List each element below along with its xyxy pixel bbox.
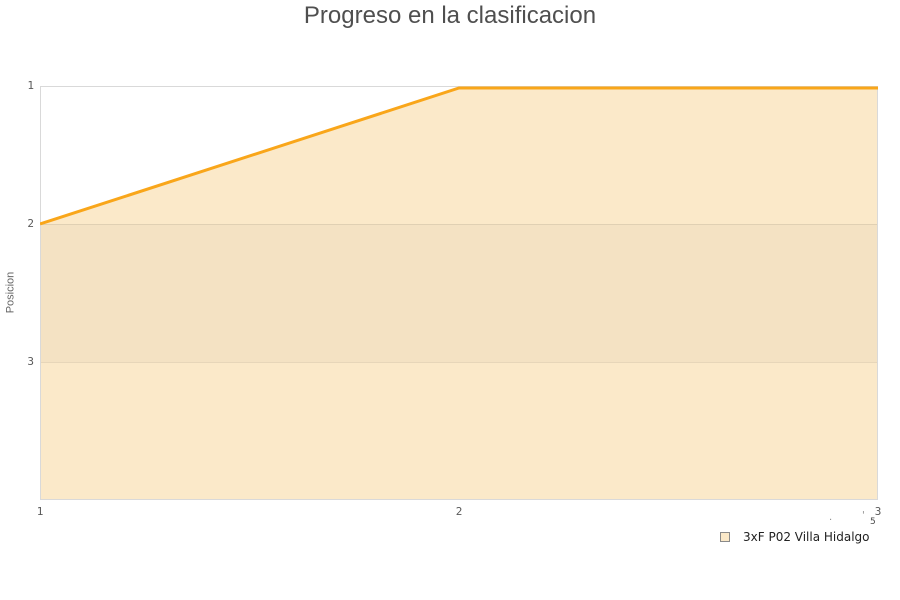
legend-square-outline-icon — [720, 532, 730, 542]
x-tick-label: 2 — [455, 505, 463, 518]
stray-mark-apostrophe: ' — [862, 510, 865, 521]
x-tick-label: 3 — [874, 505, 882, 518]
y-tick-label: 1 — [27, 79, 34, 92]
plot-band — [40, 224, 878, 362]
legend-item[interactable]: 3xF P02 Villa Hidalgo — [720, 530, 870, 544]
x-tick-label: 1 — [36, 505, 44, 518]
y-tick-label: 2 — [27, 217, 34, 230]
chart-title: Progreso en la clasificacion — [303, 2, 597, 29]
y-axis-title: Posicion — [4, 271, 17, 314]
plot-area — [39, 86, 878, 500]
stray-mark-five: 5 — [870, 517, 876, 527]
stray-mark-dot: . — [829, 512, 833, 523]
legend-series-label: 3xF P02 Villa Hidalgo — [743, 530, 870, 544]
area-chart-svg — [39, 86, 878, 500]
y-tick-label: 3 — [27, 355, 34, 368]
series-line — [39, 86, 878, 226]
